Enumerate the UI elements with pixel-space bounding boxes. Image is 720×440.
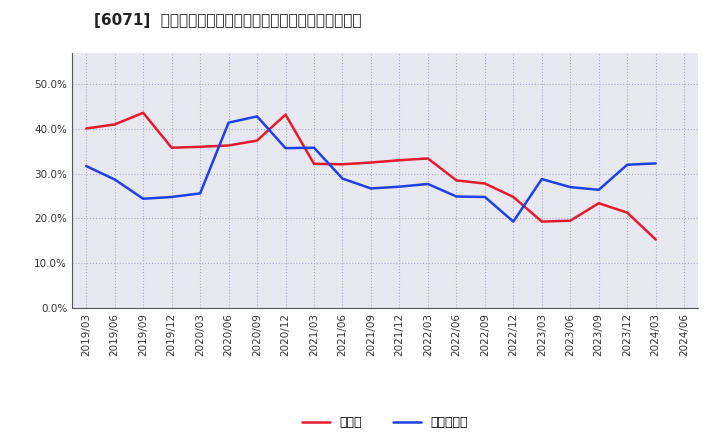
有利子負債 — [595, 187, 603, 192]
現預金 — [225, 143, 233, 148]
現預金 — [167, 145, 176, 150]
現預金 — [282, 112, 290, 117]
現預金 — [537, 219, 546, 224]
有利子負債 — [452, 194, 461, 199]
有利子負債 — [623, 162, 631, 167]
有利子負債 — [167, 194, 176, 200]
現預金 — [110, 122, 119, 127]
現預金 — [139, 110, 148, 115]
有利子負債 — [338, 176, 347, 181]
有利子負債 — [110, 177, 119, 182]
有利子負債 — [253, 114, 261, 119]
有利子負債 — [652, 161, 660, 166]
現預金 — [366, 160, 375, 165]
有利子負債 — [366, 186, 375, 191]
有利子負債 — [537, 176, 546, 182]
現預金 — [395, 158, 404, 163]
有利子負債 — [225, 120, 233, 125]
現預金 — [595, 201, 603, 206]
現預金 — [652, 237, 660, 242]
現預金 — [423, 156, 432, 161]
有利子負債 — [139, 196, 148, 202]
有利子負債 — [82, 163, 91, 169]
Line: 現預金: 現預金 — [86, 113, 656, 239]
現預金 — [452, 178, 461, 183]
Line: 有利子負債: 有利子負債 — [86, 116, 656, 222]
現預金 — [623, 210, 631, 215]
有利子負債 — [480, 194, 489, 200]
現預金 — [338, 161, 347, 167]
現預金 — [253, 138, 261, 143]
Text: [6071]  現預金、有利子負債の総資産に対する比率の推移: [6071] 現預金、有利子負債の総資産に対する比率の推移 — [94, 13, 361, 28]
有利子負債 — [282, 146, 290, 151]
有利子負債 — [423, 181, 432, 187]
現預金 — [82, 126, 91, 131]
有利子負債 — [395, 184, 404, 189]
現預金 — [509, 194, 518, 200]
Legend: 現預金, 有利子負債: 現預金, 有利子負債 — [297, 411, 473, 434]
現預金 — [196, 144, 204, 150]
現預金 — [480, 181, 489, 186]
現預金 — [310, 161, 318, 166]
有利子負債 — [310, 145, 318, 150]
有利子負債 — [196, 191, 204, 196]
現預金 — [566, 218, 575, 224]
有利子負債 — [509, 219, 518, 224]
有利子負債 — [566, 184, 575, 190]
